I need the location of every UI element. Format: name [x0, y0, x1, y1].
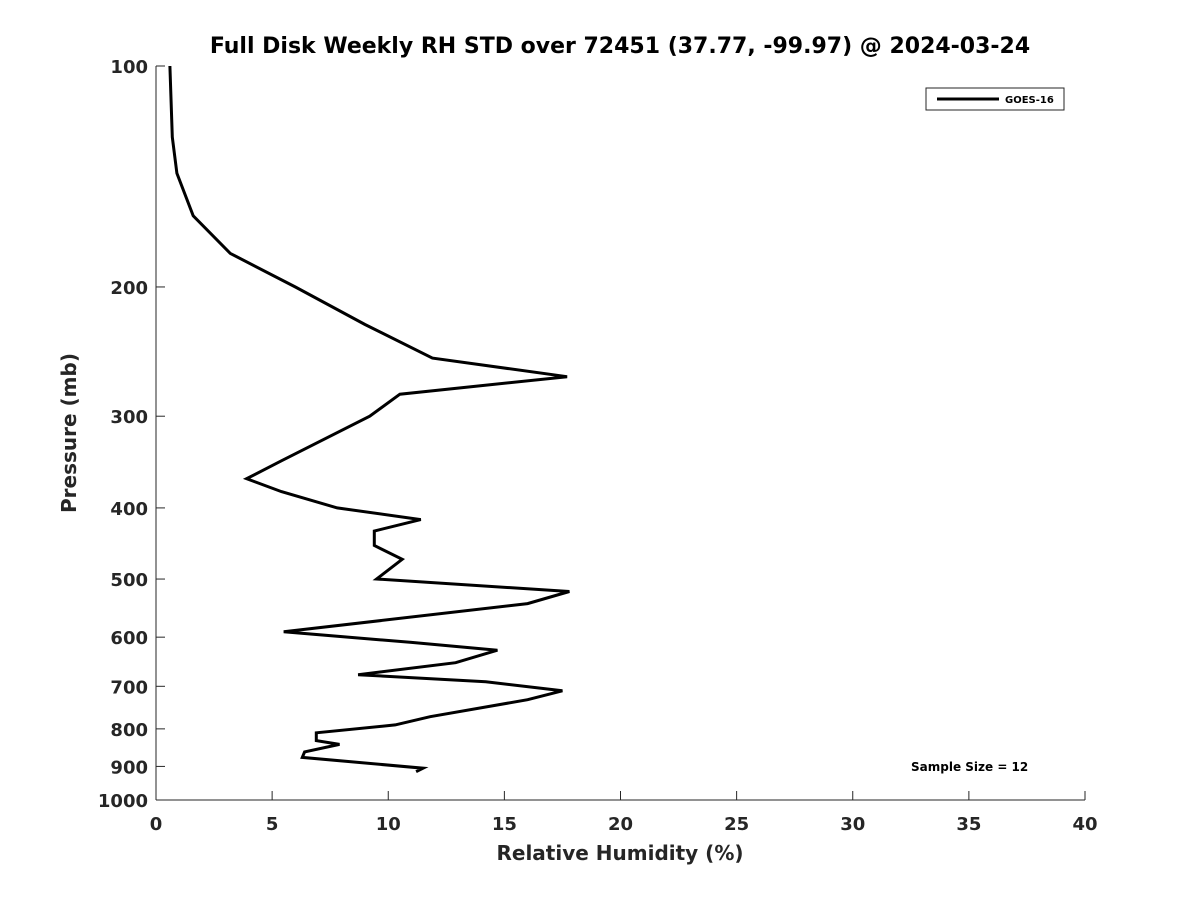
y-tick-label: 400 — [110, 499, 148, 520]
x-axis-label: Relative Humidity (%) — [496, 841, 743, 865]
y-tick-label: 700 — [110, 677, 148, 698]
sample-size-annotation: Sample Size = 12 — [911, 760, 1028, 774]
y-tick-label: 200 — [110, 278, 148, 299]
y-tick-label: 900 — [110, 757, 148, 778]
x-tick-label: 15 — [492, 814, 517, 835]
x-ticks: 0 5 10 15 20 25 30 35 40 — [150, 791, 1098, 835]
chart-title: Full Disk Weekly RH STD over 72451 (37.7… — [210, 34, 1030, 59]
y-tick-label: 800 — [110, 720, 148, 741]
x-tick-label: 10 — [376, 814, 401, 835]
x-tick-label: 30 — [840, 814, 865, 835]
y-tick-label: 100 — [110, 57, 148, 78]
y-ticks: 100 200 300 400 500 600 700 800 900 1000 — [98, 57, 165, 812]
x-tick-label: 40 — [1072, 814, 1097, 835]
x-tick-label: 25 — [724, 814, 749, 835]
series-layer — [168, 65, 570, 774]
y-tick-label: 300 — [110, 407, 148, 428]
y-tick-label: 500 — [110, 570, 148, 591]
legend-label-goes-16: GOES-16 — [1005, 95, 1054, 106]
x-tick-label: 35 — [956, 814, 981, 835]
y-tick-label: 1000 — [98, 791, 148, 812]
legend: GOES-16 — [925, 87, 1065, 111]
x-tick-label: 20 — [608, 814, 633, 835]
x-tick-label: 0 — [150, 814, 163, 835]
x-tick-label: 5 — [266, 814, 279, 835]
y-axis-label: Pressure (mb) — [57, 353, 81, 513]
series-line-goes-16 — [168, 65, 570, 774]
y-tick-label: 600 — [110, 628, 148, 649]
